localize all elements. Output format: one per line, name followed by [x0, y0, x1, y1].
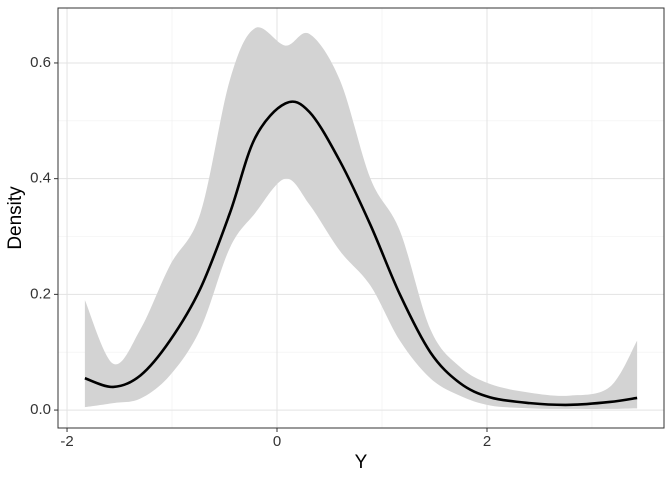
- y-axis-title: Density: [5, 186, 26, 250]
- x-tick-label: 0: [273, 433, 281, 450]
- x-tick-label: 2: [483, 433, 491, 450]
- y-tick-label: 0.2: [30, 285, 51, 302]
- confidence-band: [84, 27, 638, 409]
- y-tick-label: 0.6: [30, 54, 51, 71]
- x-axis-title: Y: [355, 452, 368, 473]
- y-tick-label: 0.4: [30, 170, 51, 187]
- y-tick-label: 0.0: [30, 401, 51, 418]
- x-tick-label: -2: [60, 433, 73, 450]
- density-line: [84, 100, 638, 407]
- plot-frame: [57, 7, 665, 429]
